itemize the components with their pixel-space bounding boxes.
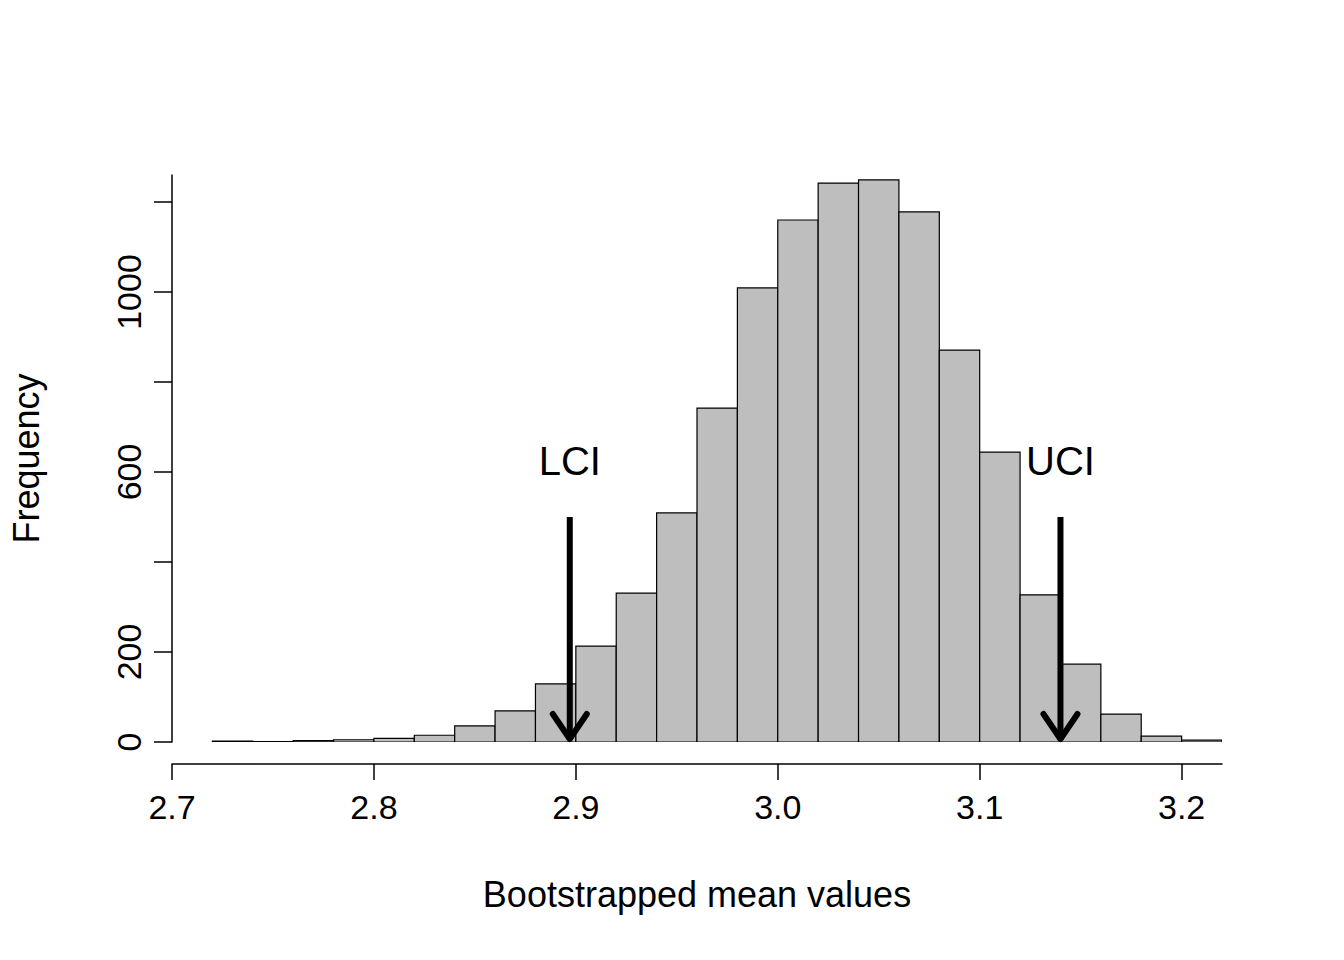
- svg-text:UCI: UCI: [1026, 439, 1095, 483]
- svg-text:200: 200: [110, 624, 148, 681]
- svg-text:600: 600: [110, 444, 148, 501]
- svg-text:2.7: 2.7: [148, 788, 195, 826]
- svg-text:1000: 1000: [110, 254, 148, 330]
- svg-text:LCI: LCI: [539, 439, 601, 483]
- svg-text:0: 0: [110, 733, 148, 752]
- svg-text:3.0: 3.0: [754, 788, 801, 826]
- svg-text:3.1: 3.1: [956, 788, 1003, 826]
- svg-text:3.2: 3.2: [1158, 788, 1205, 826]
- svg-text:2.9: 2.9: [552, 788, 599, 826]
- svg-text:Bootstrapped mean values: Bootstrapped mean values: [483, 874, 911, 915]
- svg-text:Frequency: Frequency: [6, 373, 47, 543]
- svg-text:2.8: 2.8: [350, 788, 397, 826]
